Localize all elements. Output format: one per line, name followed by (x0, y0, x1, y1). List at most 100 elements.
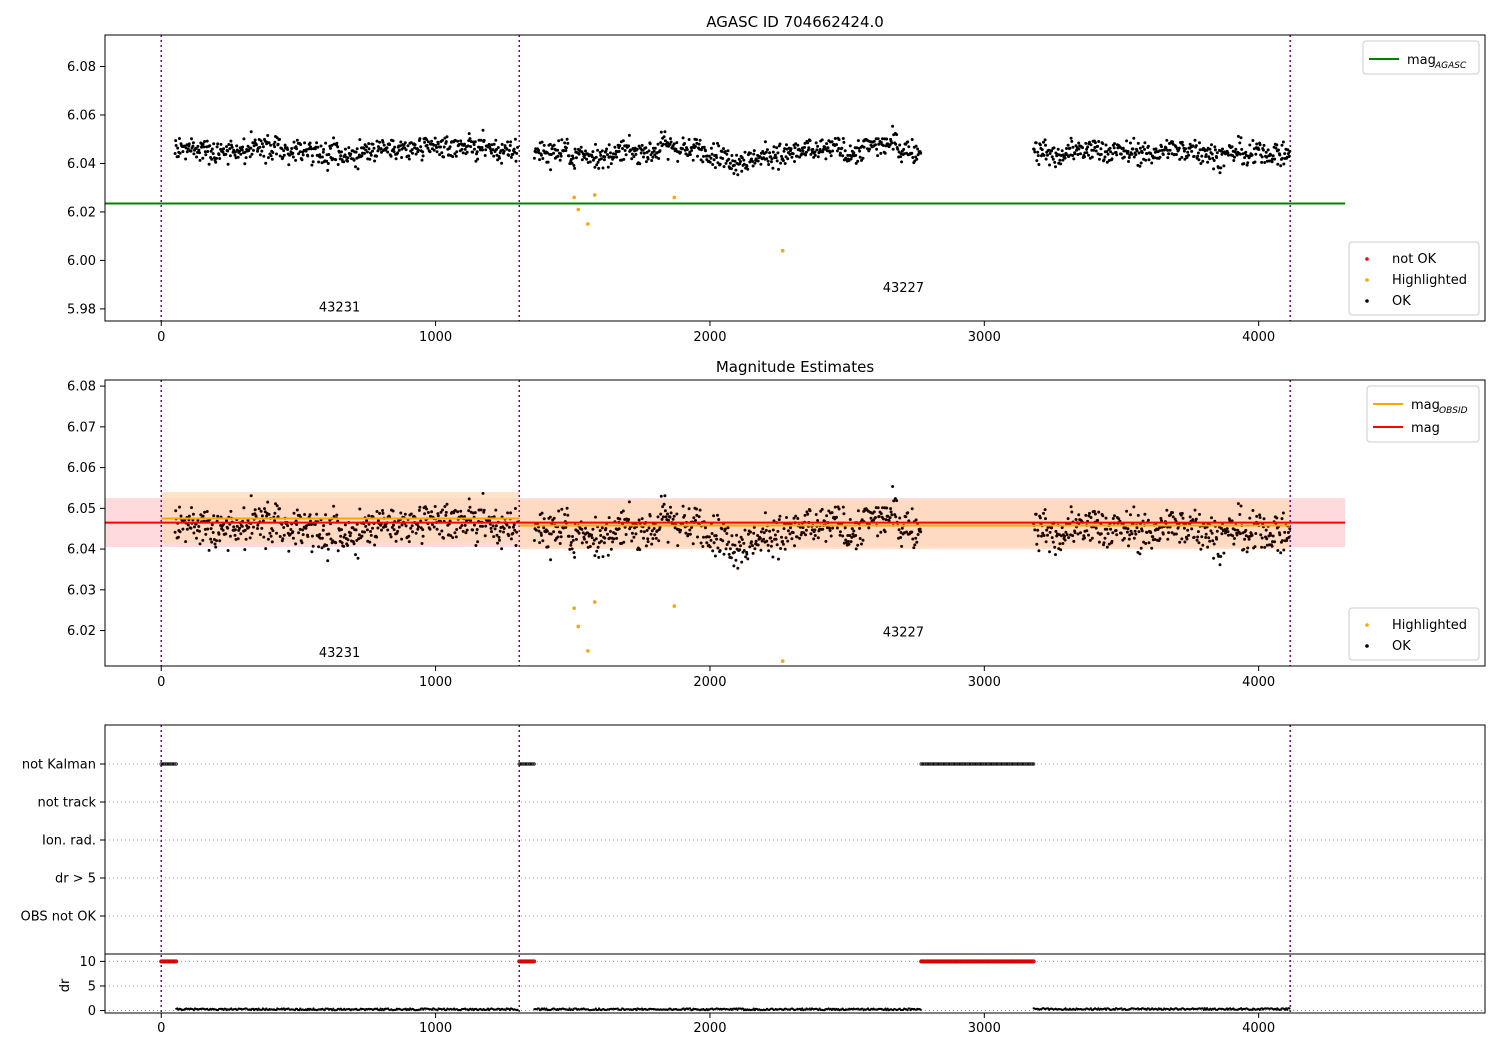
ok-point (1108, 146, 1112, 150)
ok-point (653, 146, 657, 150)
dr-point (1168, 1008, 1171, 1012)
ok-point (455, 150, 459, 154)
ok-point (806, 148, 810, 152)
ok-point (888, 516, 892, 520)
ok-point (1219, 526, 1223, 530)
ok-point (779, 547, 783, 550)
ok-point (798, 525, 802, 529)
ok-point (609, 529, 612, 533)
ok-point (645, 529, 649, 532)
ok-point (894, 142, 898, 146)
ok-point (300, 158, 304, 162)
ok-point (456, 510, 460, 514)
ok-point (1136, 513, 1140, 517)
ok-point (752, 525, 756, 529)
ok-point (709, 156, 713, 160)
ok-point (1063, 538, 1067, 542)
ok-point (498, 156, 501, 160)
ok-point (346, 538, 350, 542)
ok-point (606, 153, 609, 157)
ok-point (1165, 508, 1169, 512)
ok-point (652, 527, 656, 530)
ok-point (209, 537, 213, 541)
x-tick-label: 4000 (1242, 330, 1275, 345)
ok-point (642, 536, 645, 540)
ok-point (1037, 163, 1041, 166)
ok-point (788, 532, 792, 536)
ok-point (593, 165, 597, 169)
ok-point (1117, 517, 1121, 521)
ok-point (436, 142, 440, 146)
ok-point (460, 524, 464, 527)
ok-point (635, 147, 639, 151)
ok-point (729, 167, 733, 171)
ok-point (707, 535, 711, 539)
ok-point (1119, 152, 1123, 156)
ok-point (1052, 146, 1056, 150)
ok-point (206, 527, 210, 531)
ok-point (650, 529, 654, 533)
ok-point (189, 526, 193, 530)
ok-point (225, 145, 228, 149)
ok-point (1079, 152, 1082, 156)
highlighted-point (572, 606, 576, 610)
ok-point (181, 527, 185, 531)
ok-point (336, 163, 340, 166)
ok-point (321, 528, 325, 532)
ok-point (1058, 158, 1062, 162)
ok-point (699, 158, 703, 162)
ok-point (1262, 517, 1266, 521)
ok-point (1071, 534, 1075, 538)
ok-point (1035, 159, 1039, 163)
ok-point (660, 517, 664, 521)
ok-point (861, 538, 865, 542)
ok-point (1056, 147, 1060, 151)
ok-point (690, 525, 694, 529)
legend-bottom-box (1348, 241, 1480, 316)
ok-point (662, 502, 666, 506)
ok-point (229, 509, 233, 513)
ok-point (243, 548, 247, 552)
ok-point (825, 142, 829, 146)
ok-point (1280, 539, 1284, 543)
ok-point (733, 159, 737, 163)
ok-point (571, 538, 575, 542)
ok-point (286, 524, 290, 528)
ok-point (1103, 536, 1107, 540)
dr-point (1286, 1008, 1289, 1011)
ok-point (1220, 532, 1224, 536)
ok-point (1063, 156, 1067, 160)
highlighted-point (592, 193, 597, 197)
ok-point (191, 144, 195, 148)
ok-point (381, 509, 384, 512)
ok-point (354, 528, 358, 532)
ok-point (1168, 148, 1172, 152)
ok-point (222, 147, 226, 151)
ok-point (1042, 140, 1045, 144)
ok-point (330, 143, 334, 147)
ok-point (508, 144, 512, 147)
ok-point (1178, 540, 1182, 544)
highlighted-point (576, 207, 581, 212)
ok-point (1140, 529, 1144, 533)
ok-point (399, 140, 403, 144)
ok-point (685, 148, 689, 152)
ok-point (230, 143, 233, 147)
ok-point (481, 128, 485, 132)
ok-point (268, 531, 272, 535)
legend-subscript: OBSID (1439, 406, 1468, 416)
legend-label: Highlighted (1392, 273, 1467, 288)
ok-point (784, 155, 788, 159)
ok-point (1088, 140, 1091, 144)
ok-point (349, 531, 353, 535)
ok-point (597, 166, 601, 170)
ok-point (683, 142, 687, 145)
ok-point (835, 515, 838, 519)
ok-point (1053, 545, 1057, 549)
ok-point (894, 515, 898, 519)
ok-point (830, 140, 834, 144)
ok-point (695, 513, 699, 517)
ok-point (732, 163, 736, 167)
ok-point (663, 139, 667, 143)
ok-point (710, 532, 714, 535)
